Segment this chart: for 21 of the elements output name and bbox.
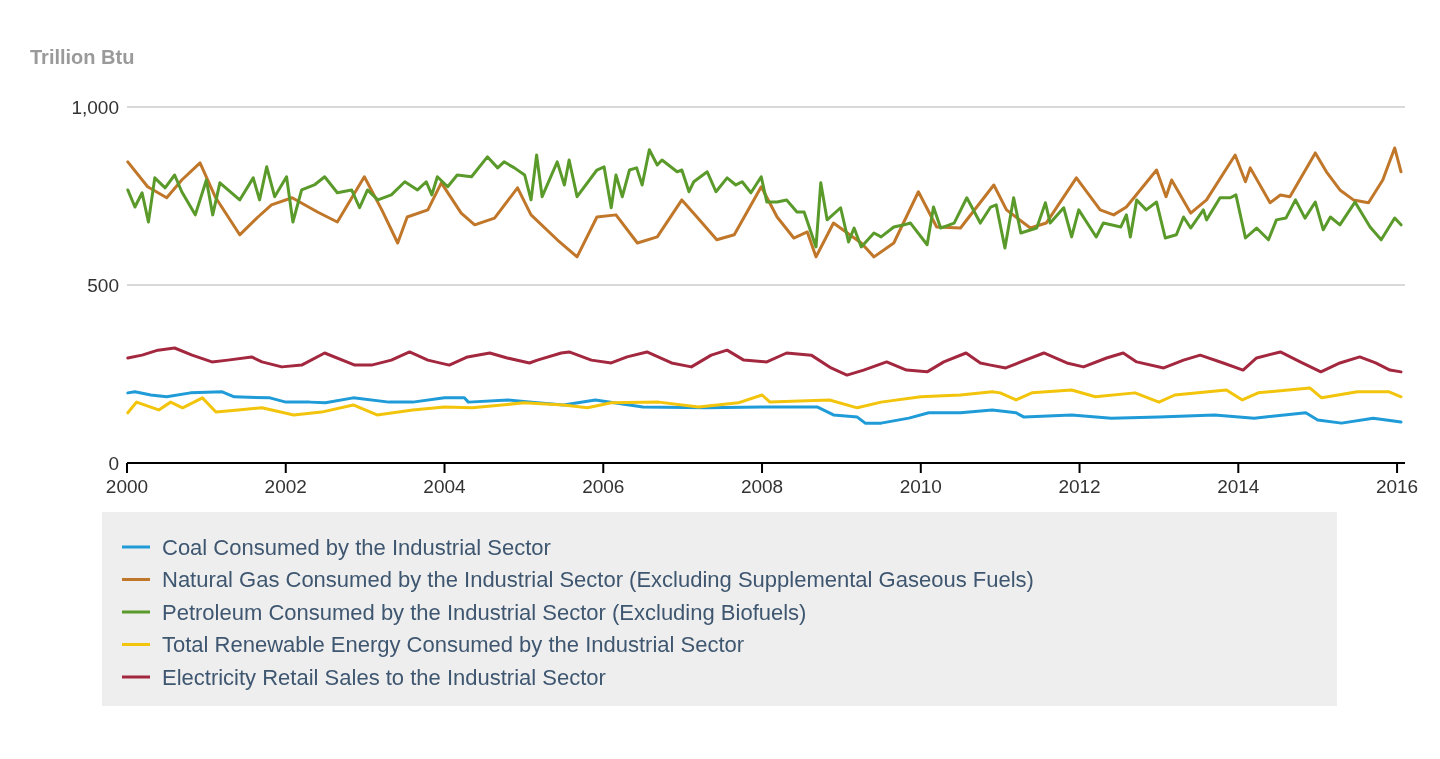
line-series (126, 386, 1403, 417)
y-axis-title: Trillion Btu (30, 46, 135, 68)
x-tick-label: 2012 (1058, 476, 1101, 497)
line-series (126, 390, 1403, 425)
y-tick-label: 1,000 (71, 96, 119, 118)
x-tick-label: 2006 (582, 476, 625, 497)
line-series (126, 346, 1403, 377)
legend-label: Coal Consumed by the Industrial Sector (162, 534, 551, 560)
y-tick-label: 0 (108, 452, 119, 474)
x-tick-label: 2002 (264, 476, 307, 497)
legend-label: Total Renewable Energy Consumed by the Industrial Sector (162, 632, 745, 658)
x-tick-label: 2016 (1375, 476, 1419, 497)
legend-label: Electricity Retail Sales to the Industrial Sector (162, 664, 606, 690)
x-tick-label: 2008 (740, 476, 784, 497)
legend-label: Natural Gas Consumed by the Industrial Sector (Excluding Supplemental Gaseous Fuels) (162, 567, 1034, 593)
x-tick-label: 2014 (1217, 476, 1260, 497)
x-tick-label: 2010 (899, 476, 942, 497)
x-tick-label: 2000 (105, 476, 149, 497)
legend-label: Petroleum Consumed by the Industrial Sector (Excluding Biofuels) (162, 599, 807, 625)
y-tick-label: 500 (87, 274, 119, 296)
x-tick-label: 2004 (423, 476, 467, 497)
